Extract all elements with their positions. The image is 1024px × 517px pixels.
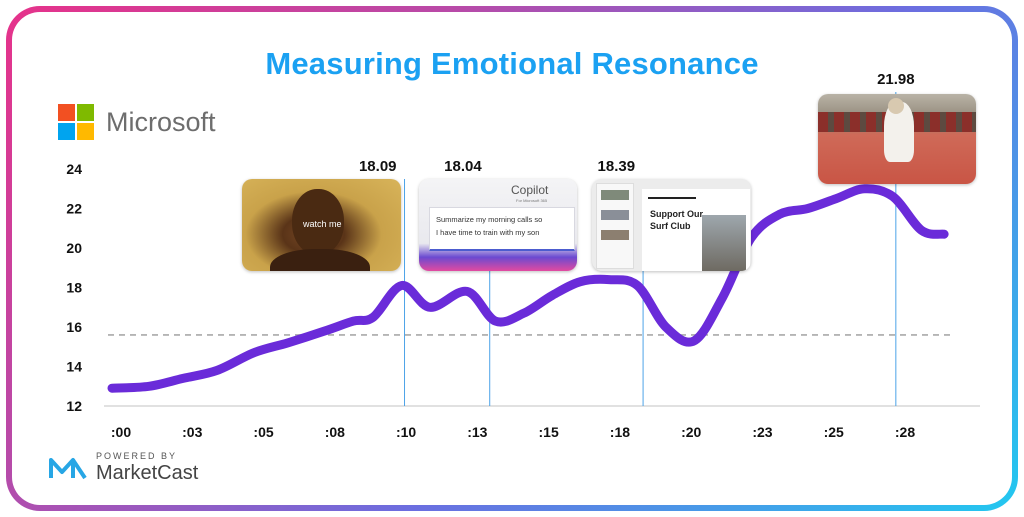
brand-name: Microsoft (106, 106, 216, 137)
surf-heading-line-2: Surf Club (650, 221, 691, 231)
x-tick-label: :13 (467, 424, 487, 440)
webpage-rule (648, 197, 696, 199)
powered-by-marketcast: POWERED BY MarketCast (48, 452, 198, 483)
face-shape (292, 189, 344, 255)
y-tick-label: 12 (66, 398, 82, 414)
thumbnail-surf-club: Support Our Surf Club (592, 179, 751, 271)
y-tick-label: 22 (66, 201, 82, 217)
copilot-subtitle: For Microsoft 365 (516, 198, 548, 203)
peak-value-label: 21.98 (877, 71, 915, 88)
x-tick-label: :20 (681, 424, 701, 440)
logo-square-red (58, 104, 75, 121)
surf-photo (702, 215, 746, 271)
marketcast-logo-icon (49, 457, 87, 479)
copilot-prompt-line-1: Summarize my morning calls so (436, 215, 543, 224)
chart-card: Measuring Emotional Resonance Microsoft … (12, 12, 1012, 505)
logo-square-yellow (77, 123, 94, 140)
x-tick-label: :03 (182, 424, 202, 440)
webpage-panel-left (596, 183, 634, 269)
x-tick-label: :00 (111, 424, 131, 440)
y-tick-label: 14 (66, 359, 82, 375)
copilot-app-name: Copilot (511, 183, 549, 197)
webpage-photo-3 (601, 230, 629, 240)
microsoft-logo-icon (58, 104, 94, 140)
x-tick-label: :15 (539, 424, 559, 440)
x-tick-label: :18 (610, 424, 630, 440)
copilot-prompt-box: Summarize my morning calls so I have tim… (429, 207, 575, 251)
x-tick-label: :10 (396, 424, 416, 440)
thumbnail-pickleball (818, 94, 976, 184)
thumbnail-boy: watch me (242, 179, 401, 271)
powered-by-label: POWERED BY (96, 451, 178, 461)
y-tick-label: 24 (66, 161, 82, 177)
copilot-prompt-line-2: I have time to train with my son (436, 228, 540, 237)
x-axis: :00 :03 :05 :08 :10 :13 :15 :18 :20 :23 :25 :28 (104, 405, 980, 440)
surf-heading-line-1: Support Our (650, 209, 703, 219)
x-tick-label: :25 (824, 424, 844, 440)
x-tick-label: :05 (253, 424, 273, 440)
marker-lines: 18.09 18.04 18.39 21.98 (359, 71, 915, 406)
x-tick-label: :08 (325, 424, 345, 440)
page-title: Measuring Emotional Resonance (265, 46, 759, 81)
x-tick-label: :23 (752, 424, 772, 440)
marketcast-name: MarketCast (96, 462, 199, 484)
logo-square-blue (58, 123, 75, 140)
logo-square-green (77, 104, 94, 121)
webpage-photo-1 (601, 190, 629, 200)
peak-value-label: 18.09 (359, 158, 397, 175)
thumbnail-copilot: Copilot For Microsoft 365 Summarize my m… (419, 179, 577, 271)
y-axis: 12 14 16 18 20 22 24 (66, 161, 82, 414)
y-tick-label: 18 (66, 280, 82, 296)
gradient-frame: Measuring Emotional Resonance Microsoft … (6, 6, 1018, 511)
resonance-line-chart: 12 14 16 18 20 22 24 :00 :03 :05 :08 :10 :13 :15 :18:… (66, 71, 980, 440)
y-tick-label: 20 (66, 240, 82, 256)
microsoft-logo: Microsoft (58, 104, 216, 140)
webpage-panel-right: Support Our Surf Club (642, 189, 750, 271)
shoulders-shape (270, 249, 370, 271)
thumbnail-caption: watch me (303, 219, 342, 229)
peak-value-label: 18.04 (444, 158, 482, 175)
y-tick-label: 16 (66, 319, 82, 335)
peak-value-label: 18.39 (598, 158, 636, 175)
player-head (888, 98, 904, 114)
series-line (107, 184, 949, 393)
webpage-photo-2 (601, 210, 629, 220)
x-tick-label: :28 (895, 424, 915, 440)
